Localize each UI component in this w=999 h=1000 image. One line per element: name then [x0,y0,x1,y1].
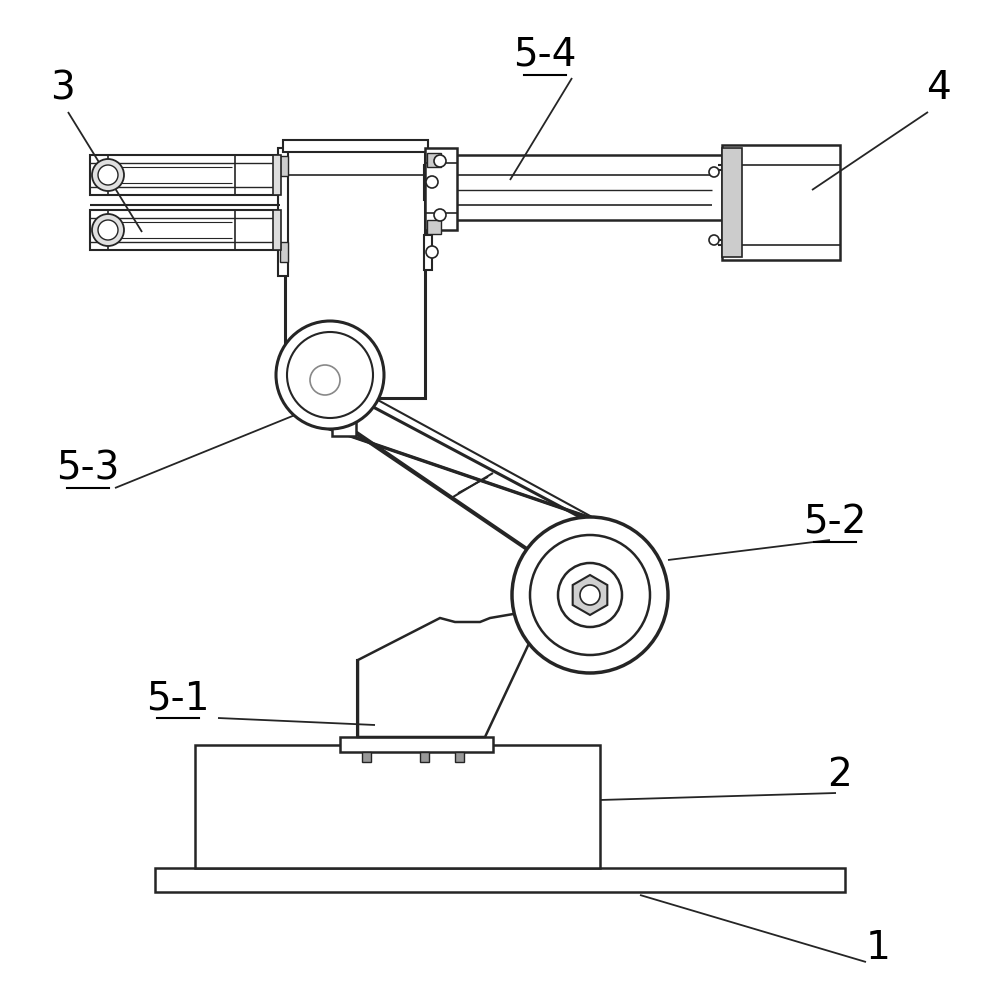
Text: 2: 2 [827,756,852,794]
Circle shape [709,167,719,177]
Bar [280,156,288,176]
Bar [427,153,441,167]
Text: 1: 1 [865,929,890,967]
Bar [278,148,288,276]
Text: 5-3: 5-3 [56,449,120,487]
Bar [430,155,732,220]
Circle shape [709,235,719,245]
Bar [280,242,288,262]
Bar [155,868,845,892]
Circle shape [287,332,373,418]
Circle shape [92,159,124,191]
Circle shape [530,535,650,655]
Polygon shape [358,612,540,737]
Circle shape [426,176,438,188]
Bar [732,155,740,220]
Bar [362,752,371,762]
Bar [273,210,281,250]
Text: 5-4: 5-4 [513,36,576,74]
Circle shape [310,365,340,395]
Bar [420,752,429,762]
Bar [424,165,432,200]
Bar [722,148,742,257]
Bar [425,148,457,230]
Circle shape [558,563,622,627]
Circle shape [512,517,668,673]
Text: 3: 3 [50,69,74,107]
Bar [285,145,425,398]
Text: 4: 4 [926,69,950,107]
Circle shape [580,585,600,605]
Bar [455,752,464,762]
Circle shape [98,220,118,240]
Polygon shape [572,575,607,615]
Bar [90,155,278,195]
Circle shape [98,165,118,185]
Circle shape [276,321,384,429]
Bar [195,745,600,868]
Bar [427,220,441,234]
Bar [357,660,377,737]
Bar [273,155,281,195]
Circle shape [434,209,446,221]
Bar [332,398,356,436]
Bar [90,210,278,250]
Circle shape [434,155,446,167]
Circle shape [426,246,438,258]
Bar [722,145,840,260]
Bar [424,235,432,270]
Circle shape [92,214,124,246]
Bar [283,140,428,152]
Text: 5-2: 5-2 [803,503,867,541]
Text: 5-1: 5-1 [146,679,210,717]
Bar [340,737,493,752]
